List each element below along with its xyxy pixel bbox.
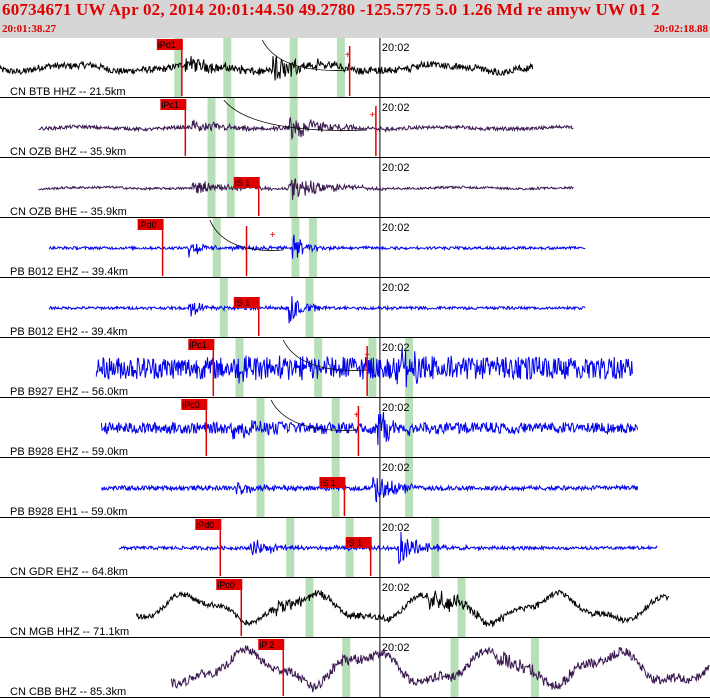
station-label: CN MGB HHZ -- 71.1km — [10, 626, 129, 638]
phase-band — [336, 38, 345, 98]
window-start-time: 20:01:38.27 — [2, 23, 57, 35]
p-pick-flag[interactable] — [137, 219, 164, 230]
s-pick-label: iS 1 — [320, 478, 336, 488]
p-pick-label: iPc1 — [189, 340, 207, 350]
coda-curve — [209, 219, 284, 251]
trace-row[interactable]: 20:02 iPd0 + PB B012 EHZ -- 39.4km — [0, 218, 710, 278]
coda-curve — [282, 339, 368, 371]
trace-row[interactable]: 20:02 iP 2 CN CBB BHZ -- 85.3km — [0, 638, 710, 698]
station-label: CN CBB BHZ -- 85.3km — [10, 686, 126, 698]
s-pick-flag[interactable] — [319, 477, 346, 488]
event-title: 60734671 UW Apr 02, 2014 20:01:44.50 49.… — [2, 0, 660, 19]
station-label: PB B928 EH1 -- 59.0km — [10, 506, 127, 518]
waveform — [38, 116, 574, 141]
station-label: PB B012 EH2 -- 39.4km — [10, 326, 127, 338]
waveform — [135, 589, 670, 628]
minute-label: 20:02 — [382, 102, 410, 114]
minute-label: 20:02 — [382, 462, 410, 474]
station-label: CN GDR EHZ -- 64.8km — [10, 566, 128, 578]
phase-band — [174, 38, 183, 98]
minute-label: 20:02 — [382, 642, 410, 654]
station-label: CN BTB HHZ -- 21.5km — [10, 86, 126, 98]
phase-band — [530, 638, 539, 698]
p-pick-label: iPc0 — [182, 400, 200, 410]
trace-row[interactable]: 20:02 iPc1 + CN OZB BHZ -- 35.9km — [0, 98, 710, 158]
phase-band — [457, 578, 466, 638]
p-pick-flag[interactable] — [195, 519, 222, 530]
station-label: PB B928 EHZ -- 59.0km — [10, 446, 128, 458]
waveform — [170, 645, 710, 693]
station-label: PB B927 EHZ -- 56.0km — [10, 386, 128, 398]
p-pick-label: iPd1 — [158, 40, 176, 50]
trace-row[interactable]: 20:02 iPc0 + PB B928 EHZ -- 59.0km — [0, 398, 710, 458]
minute-label: 20:02 — [382, 162, 410, 174]
s-pick-label: iS 1 — [235, 298, 251, 308]
trace-row[interactable]: 20:02 iS 1 CN OZB BHE -- 35.9km — [0, 158, 710, 218]
seismogram-panel[interactable]: 20:02 iPd1 + CN BTB HHZ -- 21.5km 20:02 iPc1 +… — [0, 38, 710, 698]
waveform — [95, 348, 633, 388]
waveform — [38, 178, 574, 200]
amplitude-pick-marker[interactable]: + — [369, 110, 375, 121]
amplitude-pick-marker[interactable]: + — [270, 230, 276, 241]
phase-band — [331, 398, 340, 458]
window-end-time: 20:02:18.88 — [653, 23, 708, 35]
s-pick-label: iS 1 — [347, 538, 363, 548]
amplitude-pick-marker[interactable]: + — [364, 350, 370, 361]
waveform — [100, 476, 639, 503]
station-label: CN OZB BHZ -- 35.9km — [10, 146, 126, 158]
p-pick-flag[interactable] — [258, 639, 285, 650]
phase-band — [368, 338, 377, 398]
minute-label: 20:02 — [382, 522, 410, 534]
waveform — [118, 531, 658, 565]
p-pick-flag[interactable] — [216, 579, 243, 590]
coda-curve — [261, 39, 350, 71]
p-pick-flag[interactable] — [188, 339, 215, 350]
trace-row[interactable]: 20:02 iPd0 iS 1 CN GDR EHZ -- 64.8km — [0, 518, 710, 578]
p-pick-label: iPd0 — [196, 520, 214, 530]
coda-curve — [223, 99, 368, 131]
minute-label: 20:02 — [382, 222, 410, 234]
phase-band — [308, 218, 317, 278]
waveform — [48, 296, 586, 324]
phase-band — [256, 398, 265, 458]
amplitude-pick-marker[interactable]: + — [345, 50, 351, 61]
phase-band — [305, 578, 314, 638]
s-pick-flag[interactable] — [233, 297, 260, 308]
event-header: 60734671 UW Apr 02, 2014 20:01:44.50 49.… — [0, 0, 710, 38]
trace-row[interactable]: 20:02 iS 1 PB B012 EH2 -- 39.4km — [0, 278, 710, 338]
minute-label: 20:02 — [382, 282, 410, 294]
minute-label: 20:02 — [382, 582, 410, 594]
phase-band — [235, 338, 244, 398]
phase-band — [450, 638, 459, 698]
s-pick-label: iS 1 — [235, 178, 251, 188]
p-pick-label: iPc0 — [217, 580, 235, 590]
minute-label: 20:02 — [382, 402, 410, 414]
p-pick-label: iPd0 — [139, 220, 157, 230]
trace-row[interactable]: 20:02 iPd1 + CN BTB HHZ -- 21.5km — [0, 38, 710, 98]
coda-curve — [270, 399, 359, 431]
phase-band — [342, 638, 351, 698]
trace-row[interactable]: 20:02 iPc0 CN MGB HHZ -- 71.1km — [0, 578, 710, 638]
station-label: CN OZB BHE -- 35.9km — [10, 206, 127, 218]
phase-band — [405, 398, 414, 458]
waveform — [100, 412, 639, 446]
s-pick-flag[interactable] — [233, 177, 260, 188]
p-pick-label: iPc1 — [161, 100, 179, 110]
s-pick-flag[interactable] — [345, 537, 372, 548]
waveform — [48, 234, 586, 259]
p-pick-flag[interactable] — [160, 99, 187, 110]
phase-band — [219, 278, 228, 338]
p-pick-flag[interactable] — [156, 39, 183, 50]
p-pick-flag[interactable] — [181, 399, 208, 410]
amplitude-pick-marker[interactable]: + — [354, 410, 360, 421]
minute-label: 20:02 — [382, 42, 410, 54]
waveform — [0, 55, 534, 81]
trace-row[interactable]: 20:02 iS 1 PB B928 EH1 -- 59.0km — [0, 458, 710, 518]
station-label: PB B012 EHZ -- 39.4km — [10, 266, 128, 278]
p-pick-label: iP 2 — [259, 640, 274, 650]
